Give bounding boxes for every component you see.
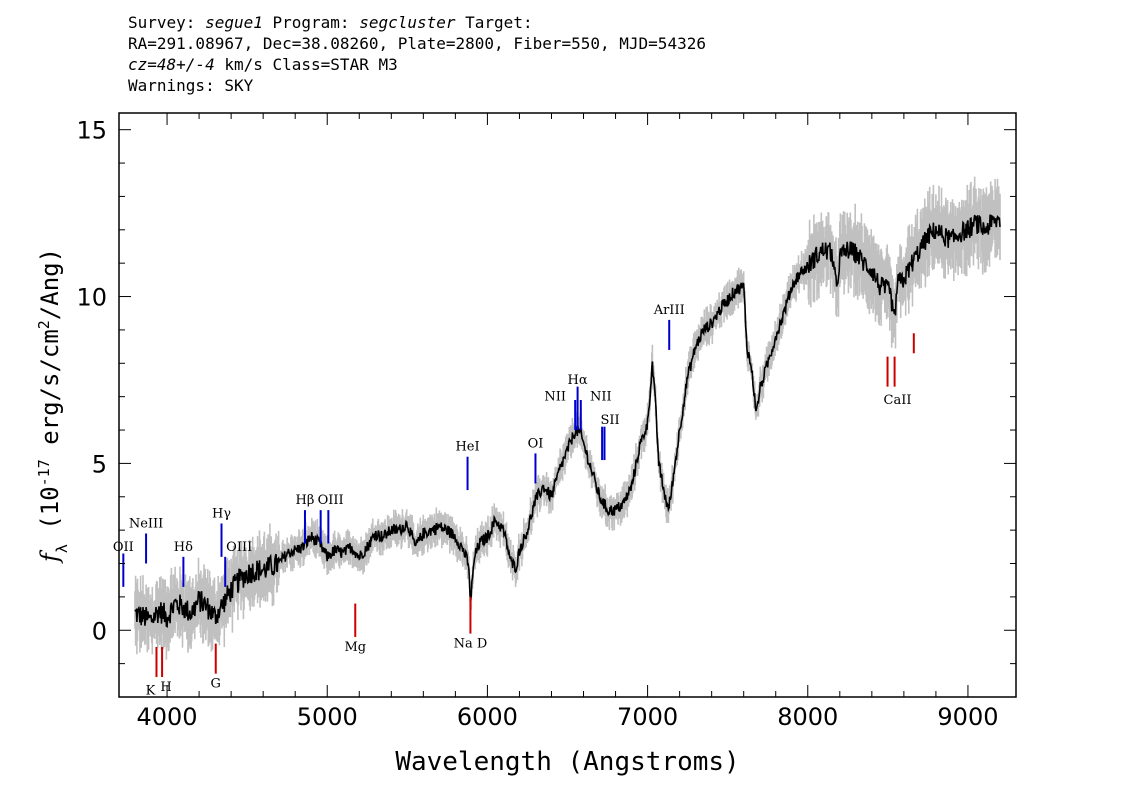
line-label: CaII (884, 393, 912, 408)
header-line-coords: RA=291.08967, Dec=38.08260, Plate=2800, … (128, 34, 706, 53)
x-tick-label: 7000 (617, 703, 678, 731)
y-tick-label: 5 (92, 450, 107, 478)
header-line-warnings: Warnings: SKY (128, 76, 254, 95)
header-line-class: cz=48+/-4 km/s Class=STAR M3 (128, 55, 398, 74)
line-label: OII (113, 540, 134, 555)
line-label: K (146, 683, 156, 698)
y-tick-label: 15 (76, 117, 107, 145)
line-label: H (160, 680, 171, 695)
x-tick-label: 9000 (937, 703, 998, 731)
line-label: NII (544, 390, 566, 405)
line-label: HeI (455, 440, 479, 455)
line-label: Mg (344, 640, 366, 655)
x-axis-label: Wavelength (Angstroms) (395, 747, 739, 777)
program-name: segcluster (359, 13, 456, 32)
line-label: SII (601, 413, 620, 428)
line-label: OIII (226, 540, 252, 555)
x-tick-label: 8000 (777, 703, 838, 731)
line-label: Na D (454, 637, 488, 652)
header-line-survey: Survey: segue1 Program: segcluster Targe… (128, 13, 533, 32)
y-tick-label: 0 (92, 617, 107, 645)
line-label: ArIII (653, 303, 685, 318)
y-axis-label: fλ (10-17 erg/s/cm2/Ang) (35, 248, 71, 564)
line-label: OI (528, 436, 544, 451)
y-tick-label: 10 (76, 284, 107, 312)
line-label: Hγ (212, 506, 231, 521)
x-tick-label: 5000 (297, 703, 358, 731)
flux-series-line (134, 214, 1001, 628)
line-label: NII (590, 390, 612, 405)
line-label: Hβ (296, 493, 315, 508)
line-label: Hδ (174, 540, 193, 555)
line-label: Hα (568, 373, 588, 388)
line-label: G (211, 677, 221, 692)
spectrum-header: Survey: segue1 Program: segcluster Targe… (128, 12, 706, 96)
error-band (134, 176, 1001, 660)
line-label: OIII (318, 493, 344, 508)
redshift-value: cz=48+/-4 (128, 55, 215, 74)
line-label: NeIII (129, 516, 163, 531)
plot-frame (118, 112, 1017, 698)
x-tick-label: 6000 (457, 703, 518, 731)
survey-name: segue1 (205, 13, 263, 32)
x-tick-label: 4000 (137, 703, 198, 731)
